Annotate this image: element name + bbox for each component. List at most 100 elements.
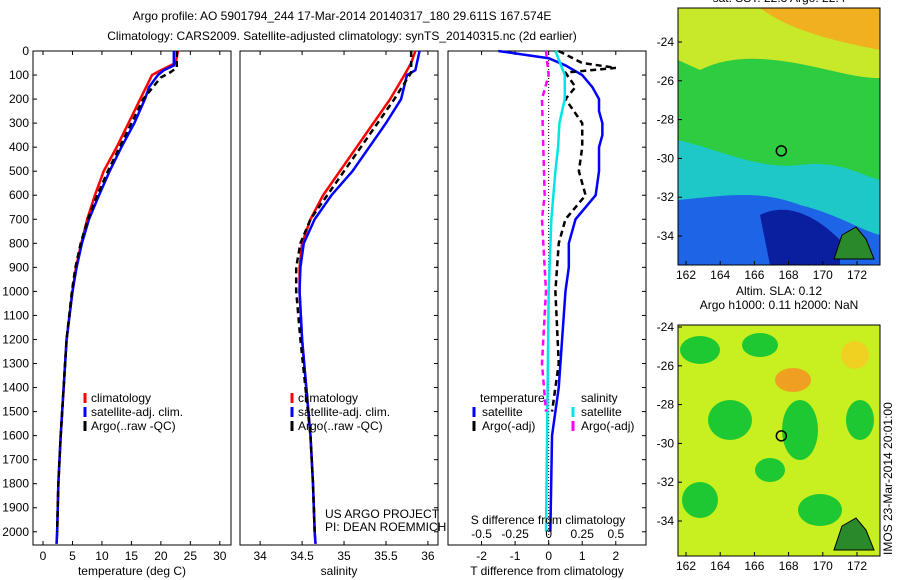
x-axis-label: salinity	[321, 564, 358, 578]
x-tick-label: 25	[184, 549, 198, 563]
lat-tick-label: -26	[657, 74, 675, 88]
lon-tick-label: 166	[744, 559, 764, 573]
credit-line1: US ARGO PROJECT	[325, 507, 440, 521]
argo-position-marker	[775, 430, 788, 442]
series-argo-raw-qc-	[294, 51, 413, 532]
lat-tick-label: -24	[657, 35, 675, 49]
x-tick-label: 36	[421, 549, 435, 563]
sst-warm-patch	[760, 8, 880, 50]
sla-high-blob	[841, 341, 869, 369]
lat-tick-label: -34	[657, 514, 675, 528]
series-temperature-satellite	[498, 49, 604, 532]
lat-tick-label: -32	[657, 475, 675, 489]
x2-tick-label: 0.25	[571, 527, 595, 541]
legend-label: Argo(-adj)	[581, 419, 634, 433]
y-tick-label: 100	[9, 68, 29, 82]
x2-axis-label: S difference from climatology	[471, 513, 626, 527]
sla-low-blob	[680, 336, 720, 364]
sla-low-blob	[782, 400, 818, 460]
lon-tick-label: 170	[813, 268, 833, 282]
y-tick-label: 1700	[2, 453, 29, 467]
legend-label: climatology	[298, 391, 358, 405]
plot-frame	[32, 50, 232, 546]
x-tick-label: 10	[95, 549, 109, 563]
y-tick-label: 0	[22, 44, 29, 58]
y-tick-label: 900	[9, 260, 29, 274]
lon-tick-label: 162	[676, 268, 696, 282]
legend-label: Argo(..raw -QC)	[91, 419, 176, 433]
map-title: Argo h1000: 0.11 h2000: NaN	[700, 298, 859, 312]
y-tick-label: 800	[9, 236, 29, 250]
y-tick-label: 1800	[2, 477, 29, 491]
y-tick-label: 300	[9, 116, 29, 130]
lon-tick-label: 170	[813, 559, 833, 573]
x2-tick-label: 0.5	[607, 527, 624, 541]
y-tick-label: 1200	[2, 332, 29, 346]
x-tick-label: -1	[510, 549, 521, 563]
legend-label: satellite-adj. clim.	[298, 405, 390, 419]
map-frame	[677, 324, 881, 557]
x-tick-label: 0	[40, 549, 47, 563]
side-stamp: IMOS 23-Mar-2014 20:01:00	[881, 402, 895, 555]
legend-label: climatology	[91, 391, 151, 405]
sla-low-blob	[755, 458, 785, 482]
y-tick-label: 1000	[2, 284, 29, 298]
y-tick-label: 1900	[2, 501, 29, 515]
x-tick-label: 15	[125, 549, 139, 563]
difference-panel: -2 -1 0 1 2T difference from climatology temp…	[447, 49, 647, 578]
lon-tick-label: 168	[779, 559, 799, 573]
map-title: Altim. SLA: 0.12	[736, 284, 822, 298]
lon-tick-label: 172	[847, 559, 867, 573]
series-salinity-argo-adj-	[540, 50, 550, 412]
y-tick-label: 1400	[2, 381, 29, 395]
lat-tick-label: -28	[657, 113, 675, 127]
sla-low-blob	[798, 494, 842, 526]
legend-label: satellite	[581, 405, 622, 419]
y-tick-label: 1500	[2, 405, 29, 419]
title-line1: Argo profile: AO 5901794_244 17-Mar-2014…	[133, 9, 552, 23]
credit-line2: PI: DEAN ROEMMICH	[325, 520, 446, 534]
y-tick-label: 2000	[2, 525, 29, 539]
lon-tick-label: 172	[847, 268, 867, 282]
series-salinity-satellite	[544, 50, 567, 532]
x-tick-label: 34.5	[290, 549, 314, 563]
lon-tick-label: 164	[710, 559, 730, 573]
series-argo-raw-qc-	[55, 51, 179, 532]
x-tick-label: 35.5	[374, 549, 398, 563]
temperature-panel: 0100200300400500600700800900100011001200…	[2, 44, 232, 578]
lat-tick-label: -28	[657, 398, 675, 412]
lon-tick-label: 166	[744, 268, 764, 282]
sla-low-blob	[708, 400, 752, 440]
sla-low-blob	[846, 400, 874, 440]
map-frame	[677, 7, 881, 266]
argo-position-marker	[775, 145, 788, 157]
lat-tick-label: -32	[657, 190, 675, 204]
sst-coldest-patch	[760, 209, 840, 265]
sla-map: 162 164 166 168 170 172 -24 -26 -28 -30 -32 -34 Alti…	[657, 284, 881, 573]
legend-label: satellite-adj. clim.	[91, 405, 183, 419]
lon-tick-label: 162	[676, 559, 696, 573]
y-tick-label: 200	[9, 92, 29, 106]
plot-frame	[239, 50, 439, 546]
y-tick-label: 400	[9, 140, 29, 154]
x-tick-label: 35	[337, 549, 351, 563]
coastline-new-caledonia	[833, 517, 875, 551]
x-tick-label: 30	[213, 549, 227, 563]
y-tick-label: 700	[9, 212, 29, 226]
legend-header: temperature	[480, 391, 545, 405]
legend-header: salinity	[581, 391, 618, 405]
salinity-panel: 34 34.5 35 35.5 36 salinity climatologysatelli…	[239, 50, 439, 578]
x-tick-label: 0	[545, 549, 552, 563]
y-tick-label: 1300	[2, 357, 29, 371]
x2-tick-label: -0.5	[471, 527, 492, 541]
x-axis-label: T difference from climatology	[470, 564, 624, 578]
sla-high-blob	[775, 368, 811, 392]
x-tick-label: 2	[612, 549, 619, 563]
series-satellite-adj-clim-	[55, 51, 176, 544]
lat-tick-label: -30	[657, 151, 675, 165]
sst-map: 162 164 166 168 170 172 -24 -26 -28 -30 -32 -34 sat.…	[657, 0, 881, 282]
x2-tick-label: -0.25	[501, 527, 529, 541]
lat-tick-label: -26	[657, 359, 675, 373]
